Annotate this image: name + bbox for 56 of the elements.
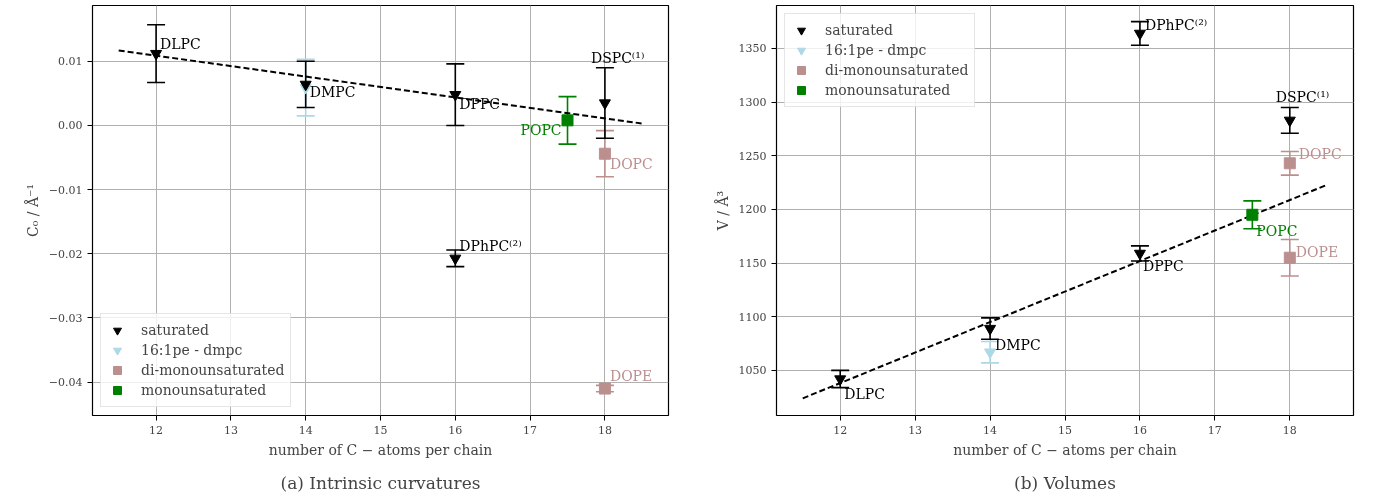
annotation: POPC bbox=[520, 122, 562, 139]
x-tick-label: 14 bbox=[983, 423, 998, 437]
annotation: DOPE bbox=[609, 367, 653, 384]
annotation: DSPC⁽¹⁾ bbox=[590, 50, 645, 67]
y-tick-label: −0.04 bbox=[48, 376, 83, 390]
y-tick-label: −0.03 bbox=[48, 311, 83, 325]
legend-label: 16:1pe - dmpc bbox=[825, 42, 927, 58]
y-tick-label: −0.01 bbox=[48, 183, 83, 197]
legend-label: di-monounsaturated bbox=[825, 62, 969, 78]
y-tick-label: 0.01 bbox=[58, 55, 83, 69]
x-tick-label: 15 bbox=[373, 423, 388, 437]
x-tick-label: 15 bbox=[1058, 423, 1072, 437]
x-tick-label: 17 bbox=[1207, 423, 1222, 437]
annotation: DLPC bbox=[844, 386, 885, 403]
y-axis-title: C₀ / Å⁻¹ bbox=[23, 183, 41, 238]
annotation: DMPC bbox=[995, 336, 1041, 353]
y-tick-label: 1250 bbox=[738, 149, 767, 163]
text: (a) Intrinsic curvatures bbox=[280, 472, 481, 493]
x-tick-label: 16 bbox=[1132, 423, 1147, 437]
legend-label: di-monounsaturated bbox=[141, 362, 285, 378]
annotation: DPPC bbox=[1142, 258, 1184, 275]
x-axis-title: number of C − atoms per chain bbox=[953, 441, 1177, 458]
y-tick-label: 1200 bbox=[738, 203, 767, 217]
annotation: DPhPC⁽²⁾ bbox=[1144, 17, 1208, 34]
legend-label: 16:1pe - dmpc bbox=[141, 342, 243, 358]
x-tick-label: 18 bbox=[597, 423, 612, 437]
legend-label: saturated bbox=[141, 322, 210, 338]
x-tick-label: 12 bbox=[833, 423, 848, 437]
annotation: DOPE bbox=[1295, 243, 1339, 260]
y-axis-title: V / Å³ bbox=[713, 190, 731, 232]
x-tick-label: 12 bbox=[149, 423, 164, 437]
y-tick-label: 1050 bbox=[738, 364, 767, 378]
y-tick-label: 1100 bbox=[738, 310, 767, 324]
x-axis-title: number of C − atoms per chain bbox=[268, 441, 493, 458]
annotation: DPPC bbox=[459, 95, 501, 112]
y-tick-label: 1350 bbox=[738, 42, 767, 56]
annotation: DPhPC⁽²⁾ bbox=[459, 238, 522, 255]
x-tick-label: 14 bbox=[298, 423, 313, 437]
legend-label: monounsaturated bbox=[141, 382, 267, 398]
x-tick-label: 16 bbox=[448, 423, 463, 437]
y-tick-label: 0.00 bbox=[58, 119, 83, 133]
x-tick-label: 13 bbox=[223, 423, 238, 437]
y-tick-label: 1300 bbox=[738, 96, 767, 110]
annotation: DOPC bbox=[609, 155, 653, 172]
annotation: DMPC bbox=[309, 84, 356, 101]
x-tick-label: 13 bbox=[908, 423, 923, 437]
annotation: DLPC bbox=[160, 35, 201, 52]
y-tick-label: −0.02 bbox=[48, 247, 83, 261]
annotation: DSPC⁽¹⁾ bbox=[1275, 89, 1330, 106]
annotation: POPC bbox=[1256, 222, 1298, 239]
y-tick-label: 1150 bbox=[738, 257, 767, 271]
text: (b) Volumes bbox=[1014, 472, 1116, 493]
legend-label: monounsaturated bbox=[825, 82, 951, 98]
x-tick-label: 17 bbox=[523, 423, 538, 437]
x-tick-label: 18 bbox=[1282, 423, 1297, 437]
legend-label: saturated bbox=[825, 22, 894, 38]
